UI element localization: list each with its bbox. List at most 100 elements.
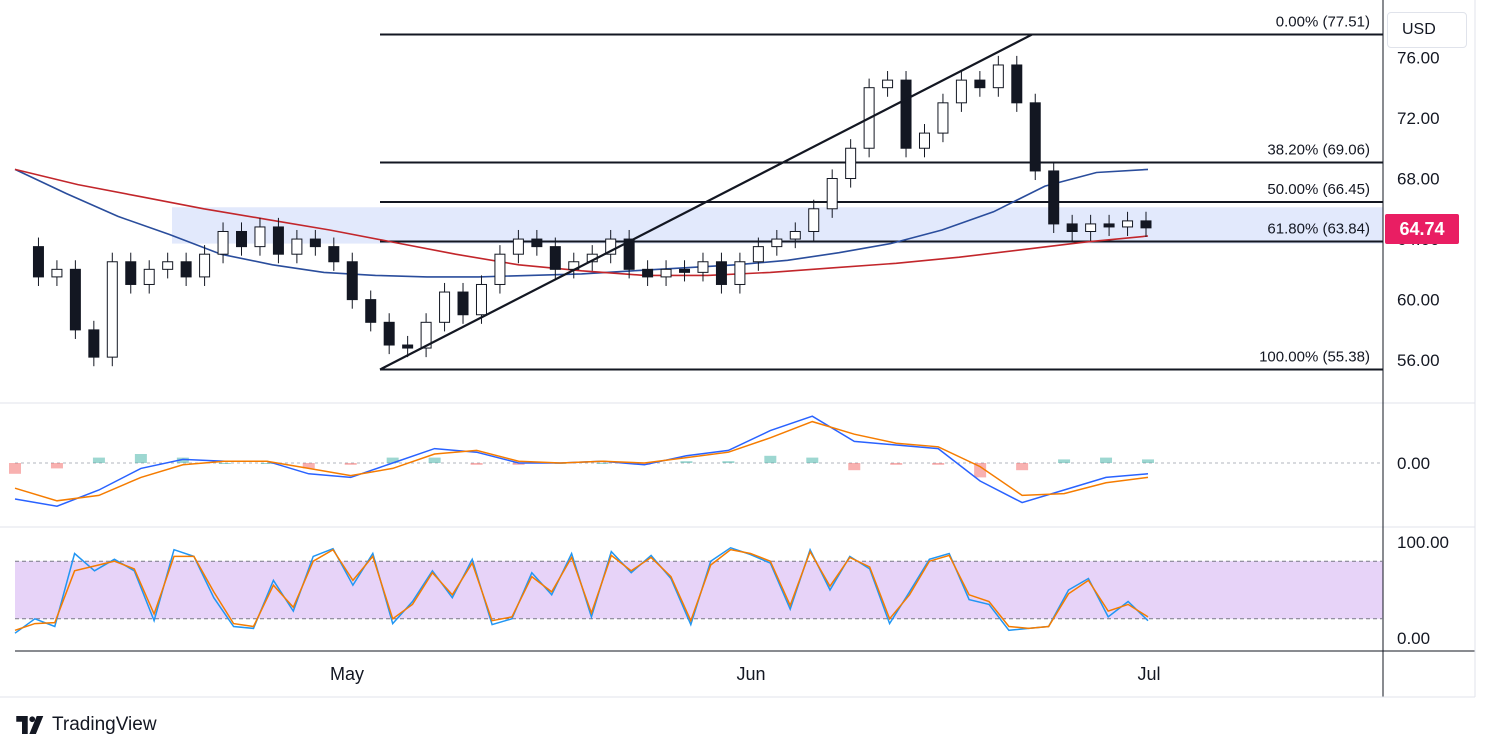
fib-label: 50.00% (66.45) (1267, 181, 1370, 198)
macd-histogram-bar (848, 463, 861, 471)
tradingview-logo-icon (16, 716, 44, 734)
macd-histogram-bar (1058, 459, 1071, 463)
fib-label: 61.80% (63.84) (1267, 220, 1370, 237)
macd-histogram-bar (890, 463, 903, 465)
macd-histogram-bar (302, 463, 315, 469)
candle-body (789, 230, 801, 240)
candle-body (937, 102, 949, 134)
candle-body (1103, 223, 1115, 228)
candle-body (531, 238, 543, 248)
candle-body (808, 208, 820, 232)
candle-body (346, 261, 358, 301)
candle-body (125, 261, 137, 285)
macd-histogram-bar (386, 457, 399, 463)
candle-body (1085, 223, 1097, 232)
brand-name: TradingView (52, 714, 157, 735)
candle-body (1140, 220, 1152, 229)
candle-body (180, 261, 192, 278)
current-price-label: 64.74 (1399, 218, 1445, 239)
fib-label: 100.00% (55.38) (1259, 349, 1370, 366)
macd-histogram-bar (1100, 457, 1113, 463)
macd-signal-line (14, 420, 1149, 502)
candle-body (734, 261, 746, 285)
candle-body (697, 261, 709, 273)
macd-histogram-bar (176, 457, 189, 463)
time-tick-label: Jun (736, 664, 765, 684)
candle-body (955, 79, 967, 104)
fib-label: 38.20% (69.06) (1267, 141, 1370, 158)
price-tick-label: 72.00 (1397, 109, 1440, 128)
price-tick-label: 68.00 (1397, 170, 1440, 189)
candle-body (549, 246, 561, 270)
candle-body (236, 230, 248, 248)
macd-histogram-bar (974, 463, 987, 478)
price-tick-label: 60.00 (1397, 291, 1440, 310)
macd-histogram-bar (764, 455, 777, 463)
macd-histogram-bar (512, 463, 525, 465)
macd-histogram-bar (428, 457, 441, 463)
macd-histogram-bar (9, 463, 21, 474)
candle-body (69, 268, 81, 331)
macd-histogram-bar (50, 463, 63, 469)
trend-line (379, 33, 1033, 371)
macd-histogram-bar (1142, 459, 1154, 463)
tradingview-brand[interactable]: TradingView (16, 712, 157, 738)
ma-slow-line (14, 168, 1149, 277)
oscillator-tick-label: 0.00 (1397, 629, 1430, 648)
candle-body (383, 321, 395, 346)
candle-body (826, 178, 838, 210)
macd-histogram-bar (134, 454, 147, 463)
candle-body (309, 238, 321, 248)
candle-body (974, 79, 986, 89)
candle-body (475, 283, 487, 316)
candle-body (32, 246, 44, 278)
candle-body (1011, 64, 1023, 104)
candle-body (494, 253, 506, 285)
candle-body (51, 268, 63, 278)
stoch-d-line (14, 548, 1149, 632)
candle-body (882, 79, 894, 89)
currency-label: USD (1402, 21, 1436, 38)
macd-histogram-bar (218, 463, 231, 464)
candle-body (106, 261, 118, 358)
macd-histogram-bar (344, 463, 357, 465)
candle-body (900, 79, 912, 149)
macd-histogram-bar (722, 461, 735, 463)
macd-histogram-bar (470, 463, 483, 465)
candle-body (715, 261, 727, 285)
macd-tick-label: 0.00 (1397, 454, 1430, 473)
currency-selector[interactable]: USD (1387, 12, 1467, 48)
candle-body (254, 226, 266, 248)
macd-histogram-bar (932, 463, 945, 465)
price-tick-label: 76.00 (1397, 48, 1440, 67)
candle-body (918, 132, 930, 149)
candle-body (512, 238, 524, 255)
candle-body (992, 64, 1004, 89)
candle-body (642, 268, 654, 278)
candle-body (752, 246, 764, 263)
oscillator-tick-label: 100.00 (1397, 533, 1449, 552)
ma-fast-line (14, 168, 1149, 278)
candle-body (272, 226, 284, 255)
candle-body (845, 147, 857, 180)
macd-histogram-bar (680, 461, 693, 463)
candle-body (660, 268, 672, 278)
macd-histogram-bar (806, 457, 819, 463)
candle-body (402, 344, 414, 349)
candle-body (143, 268, 155, 285)
candle-body (679, 268, 691, 273)
candle-body (605, 238, 617, 255)
candle-body (457, 291, 469, 316)
candle-body (439, 291, 451, 323)
time-tick-label: Jul (1137, 664, 1160, 684)
macd-histogram-bar (638, 463, 651, 465)
time-tick-label: May (330, 664, 364, 684)
candle-body (1029, 102, 1041, 172)
price-tick-label: 56.00 (1397, 351, 1440, 370)
support-zone (172, 207, 1383, 244)
candle-body (162, 261, 174, 270)
candle-body (291, 238, 303, 255)
fib-label: 0.00% (77.51) (1276, 14, 1370, 31)
candle-body (88, 329, 100, 358)
